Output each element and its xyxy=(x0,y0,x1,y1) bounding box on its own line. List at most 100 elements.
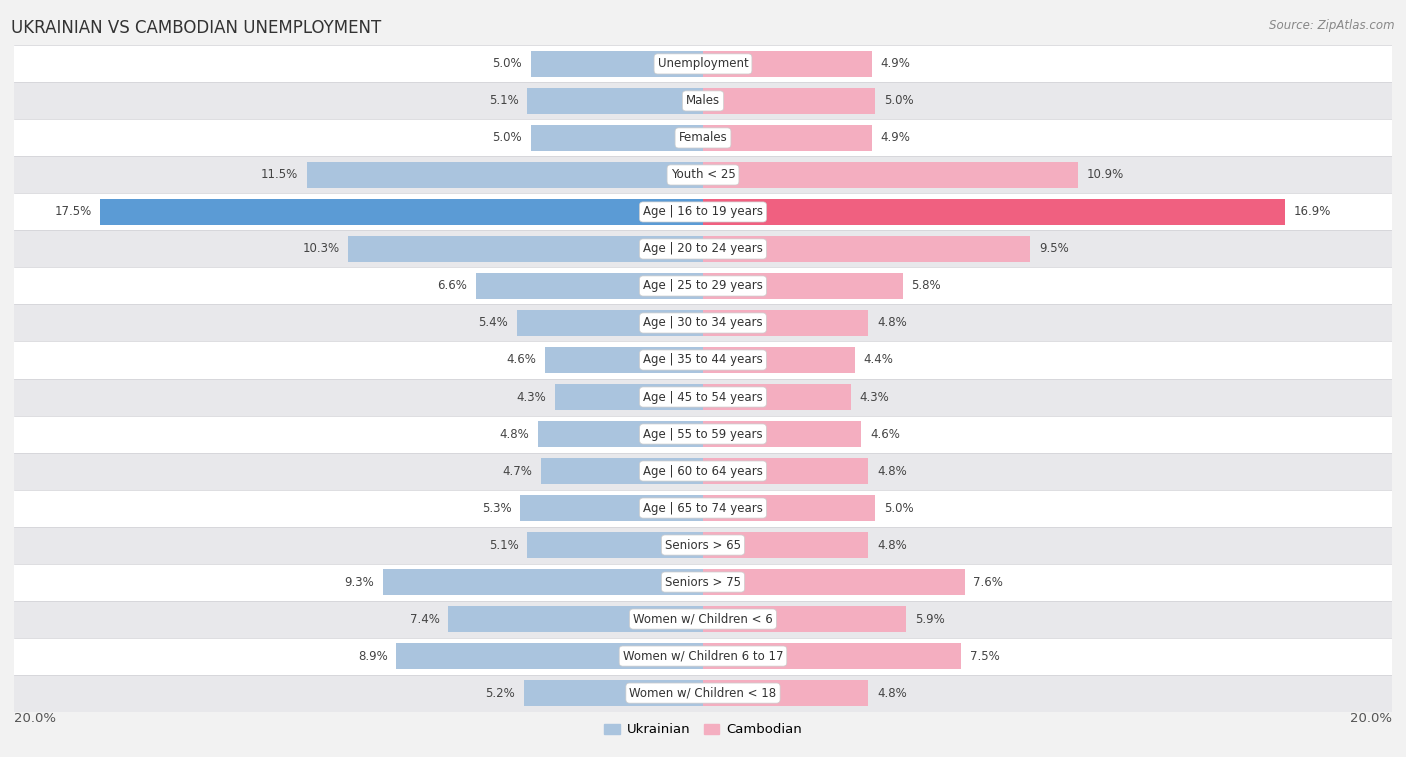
Bar xyxy=(382,569,703,595)
Text: 8.9%: 8.9% xyxy=(359,650,388,662)
Text: Seniors > 65: Seniors > 65 xyxy=(665,538,741,552)
Bar xyxy=(703,347,855,373)
Text: Seniors > 75: Seniors > 75 xyxy=(665,575,741,588)
Text: 9.5%: 9.5% xyxy=(1039,242,1069,255)
Bar xyxy=(527,531,703,559)
Text: 16.9%: 16.9% xyxy=(1294,205,1331,219)
Bar xyxy=(14,453,1392,490)
Bar xyxy=(541,458,703,484)
Text: Age | 16 to 19 years: Age | 16 to 19 years xyxy=(643,205,763,219)
Text: 4.8%: 4.8% xyxy=(499,428,529,441)
Text: 4.8%: 4.8% xyxy=(877,687,907,699)
Text: Age | 35 to 44 years: Age | 35 to 44 years xyxy=(643,354,763,366)
Text: 5.4%: 5.4% xyxy=(478,316,509,329)
Text: 4.9%: 4.9% xyxy=(880,58,910,70)
Bar xyxy=(307,162,703,188)
Text: Source: ZipAtlas.com: Source: ZipAtlas.com xyxy=(1270,19,1395,32)
Text: 5.0%: 5.0% xyxy=(884,95,914,107)
Bar xyxy=(14,120,1392,157)
Legend: Ukrainian, Cambodian: Ukrainian, Cambodian xyxy=(599,718,807,742)
Text: Age | 60 to 64 years: Age | 60 to 64 years xyxy=(643,465,763,478)
Bar xyxy=(517,310,703,336)
Bar xyxy=(100,198,703,226)
Bar xyxy=(703,162,1078,188)
Bar xyxy=(14,416,1392,453)
Text: 5.0%: 5.0% xyxy=(492,58,522,70)
Text: Women w/ Children < 6: Women w/ Children < 6 xyxy=(633,612,773,625)
Text: Unemployment: Unemployment xyxy=(658,58,748,70)
Text: 5.9%: 5.9% xyxy=(915,612,945,625)
Text: Women w/ Children 6 to 17: Women w/ Children 6 to 17 xyxy=(623,650,783,662)
Bar xyxy=(531,51,703,77)
Text: 5.2%: 5.2% xyxy=(485,687,515,699)
Bar xyxy=(555,384,703,410)
Text: 5.0%: 5.0% xyxy=(884,502,914,515)
Bar xyxy=(524,680,703,706)
Text: Age | 45 to 54 years: Age | 45 to 54 years xyxy=(643,391,763,403)
Text: 5.1%: 5.1% xyxy=(489,95,519,107)
Bar xyxy=(703,643,962,669)
Text: 4.3%: 4.3% xyxy=(516,391,547,403)
Bar xyxy=(396,643,703,669)
Bar xyxy=(537,421,703,447)
Text: Age | 20 to 24 years: Age | 20 to 24 years xyxy=(643,242,763,255)
Bar xyxy=(14,304,1392,341)
Bar xyxy=(703,606,907,632)
Bar xyxy=(703,273,903,299)
Bar xyxy=(14,83,1392,120)
Bar xyxy=(703,680,869,706)
Text: Women w/ Children < 18: Women w/ Children < 18 xyxy=(630,687,776,699)
Text: Age | 55 to 59 years: Age | 55 to 59 years xyxy=(643,428,763,441)
Text: 9.3%: 9.3% xyxy=(344,575,374,588)
Text: 20.0%: 20.0% xyxy=(1350,712,1392,725)
Bar xyxy=(703,235,1031,262)
Bar xyxy=(520,495,703,522)
Bar xyxy=(14,674,1392,712)
Bar xyxy=(14,230,1392,267)
Text: 4.9%: 4.9% xyxy=(880,132,910,145)
Text: 5.3%: 5.3% xyxy=(482,502,512,515)
Text: 20.0%: 20.0% xyxy=(14,712,56,725)
Text: 5.0%: 5.0% xyxy=(492,132,522,145)
Bar xyxy=(14,45,1392,83)
Bar xyxy=(14,637,1392,674)
Text: Females: Females xyxy=(679,132,727,145)
Text: 5.8%: 5.8% xyxy=(911,279,941,292)
Text: Youth < 25: Youth < 25 xyxy=(671,169,735,182)
Bar xyxy=(703,198,1285,226)
Bar xyxy=(703,310,869,336)
Bar xyxy=(531,125,703,151)
Text: 11.5%: 11.5% xyxy=(262,169,298,182)
Text: 7.5%: 7.5% xyxy=(970,650,1000,662)
Text: Males: Males xyxy=(686,95,720,107)
Bar xyxy=(14,527,1392,563)
Bar xyxy=(475,273,703,299)
Text: 4.6%: 4.6% xyxy=(870,428,900,441)
Bar xyxy=(14,157,1392,194)
Bar xyxy=(14,378,1392,416)
Bar xyxy=(544,347,703,373)
Bar xyxy=(703,495,875,522)
Bar xyxy=(14,490,1392,527)
Bar xyxy=(703,125,872,151)
Text: Age | 25 to 29 years: Age | 25 to 29 years xyxy=(643,279,763,292)
Text: 4.8%: 4.8% xyxy=(877,316,907,329)
Text: 5.1%: 5.1% xyxy=(489,538,519,552)
Bar xyxy=(449,606,703,632)
Text: UKRAINIAN VS CAMBODIAN UNEMPLOYMENT: UKRAINIAN VS CAMBODIAN UNEMPLOYMENT xyxy=(11,19,381,37)
Bar xyxy=(703,569,965,595)
Bar xyxy=(14,600,1392,637)
Bar xyxy=(14,341,1392,378)
Text: 17.5%: 17.5% xyxy=(55,205,91,219)
Text: Age | 30 to 34 years: Age | 30 to 34 years xyxy=(643,316,763,329)
Bar xyxy=(527,88,703,114)
Text: 4.3%: 4.3% xyxy=(859,391,890,403)
Text: 4.8%: 4.8% xyxy=(877,538,907,552)
Text: Age | 65 to 74 years: Age | 65 to 74 years xyxy=(643,502,763,515)
Bar xyxy=(703,88,875,114)
Text: 10.3%: 10.3% xyxy=(302,242,340,255)
Text: 4.7%: 4.7% xyxy=(502,465,533,478)
Bar xyxy=(703,384,851,410)
Text: 10.9%: 10.9% xyxy=(1087,169,1125,182)
Text: 7.6%: 7.6% xyxy=(973,575,1004,588)
